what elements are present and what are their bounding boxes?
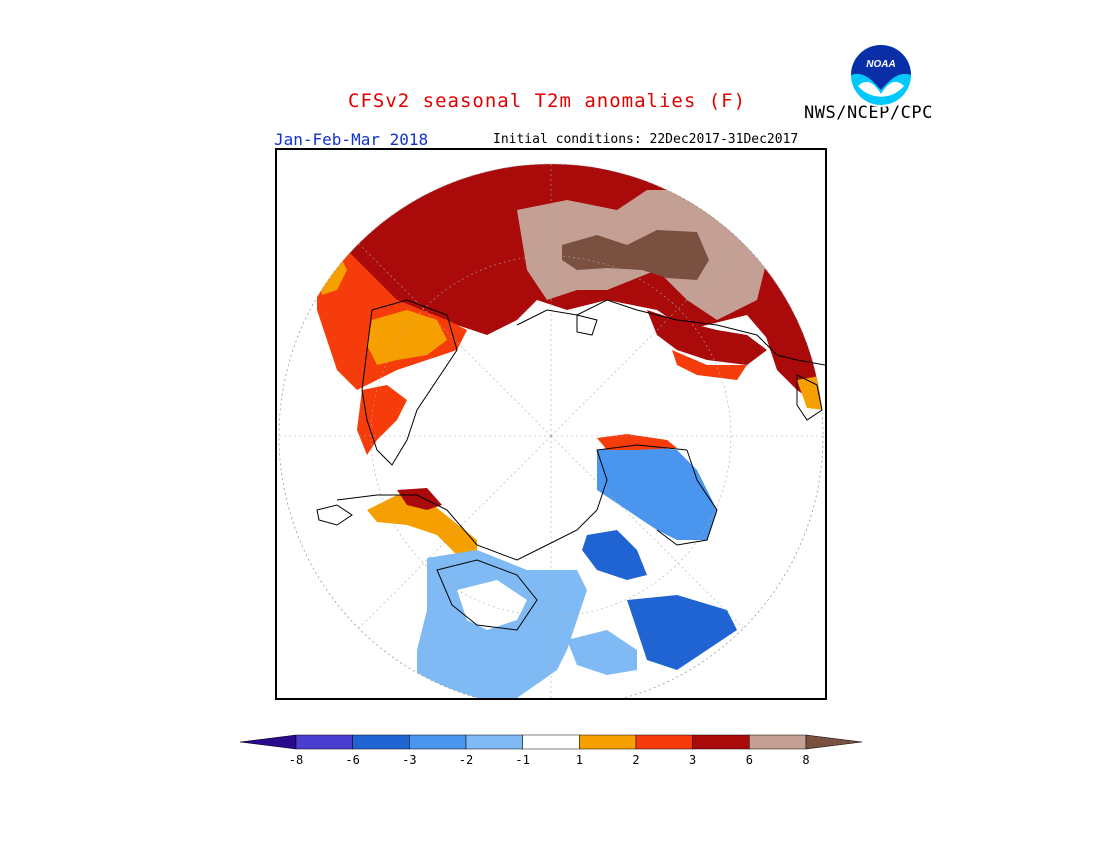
agency-label: NWS/NCEP/CPC	[804, 103, 933, 123]
coastline-alaska	[656, 449, 718, 546]
anomaly-region-red-greenland-south	[357, 385, 407, 455]
anomaly-region-orange-east-siberia	[672, 350, 747, 380]
legend-bin	[522, 734, 580, 750]
anomaly-region-blue-gulf-alaska	[627, 595, 737, 670]
anomaly-region-amber-greenland	[367, 310, 447, 365]
coastline-hudson-bay	[436, 559, 538, 631]
legend-tick-label: 6	[745, 753, 753, 767]
noaa-logo: NOAA	[848, 42, 914, 108]
legend-tick-label: 1	[575, 753, 583, 767]
coastline-north-america	[336, 444, 688, 561]
legend-tick-label: -2	[458, 753, 474, 767]
polar-map	[275, 148, 827, 700]
legend-bin	[465, 734, 523, 750]
legend-bin	[295, 734, 353, 750]
anomaly-region-white-hudson	[457, 580, 527, 630]
coastline-greenland	[361, 299, 458, 466]
anomaly-region-red-arctic-coast	[647, 310, 767, 365]
anomaly-region-red-labrador	[397, 488, 442, 510]
coastline-svalbard	[576, 314, 598, 336]
legend-tick-label: -6	[345, 753, 360, 767]
coastline-europe	[516, 299, 825, 366]
anomaly-region-blue-beaufort	[597, 445, 717, 540]
legend-bin	[352, 734, 410, 750]
anomaly-region-orange-chukchi	[597, 434, 677, 450]
season-label: Jan-Feb-Mar 2018	[274, 130, 429, 149]
legend-tick-label: 2	[632, 753, 640, 767]
anomaly-region-blue-alaska	[582, 530, 647, 580]
legend-bin	[749, 734, 807, 750]
logo-text: NOAA	[866, 59, 895, 70]
anomaly-region-amber-labrador	[367, 495, 477, 560]
legend-tick-label: 3	[689, 753, 697, 767]
color-legend	[239, 733, 863, 753]
legend-bin	[692, 734, 750, 750]
legend-tick-label: 8	[802, 753, 810, 767]
coastline-japan	[796, 374, 823, 421]
initial-conditions-label: Initial conditions: 22Dec2017-31Dec2017	[493, 132, 799, 147]
legend-tick-label: -3	[402, 753, 417, 767]
legend-bin	[409, 734, 467, 750]
legend-arrow-high	[805, 734, 863, 750]
legend-arrow-low	[239, 734, 297, 750]
anomaly-region-light-blue-pacific	[567, 630, 637, 675]
legend-bin	[635, 734, 693, 750]
legend-tick-label: -8	[288, 753, 304, 767]
map-title: CFSv2 seasonal T2m anomalies (F)	[348, 90, 747, 112]
anomaly-region-brown-siberia	[562, 230, 709, 280]
legend-bin	[579, 734, 637, 750]
legend-tick-label: -1	[515, 753, 530, 767]
coastline-iceland	[316, 504, 353, 526]
